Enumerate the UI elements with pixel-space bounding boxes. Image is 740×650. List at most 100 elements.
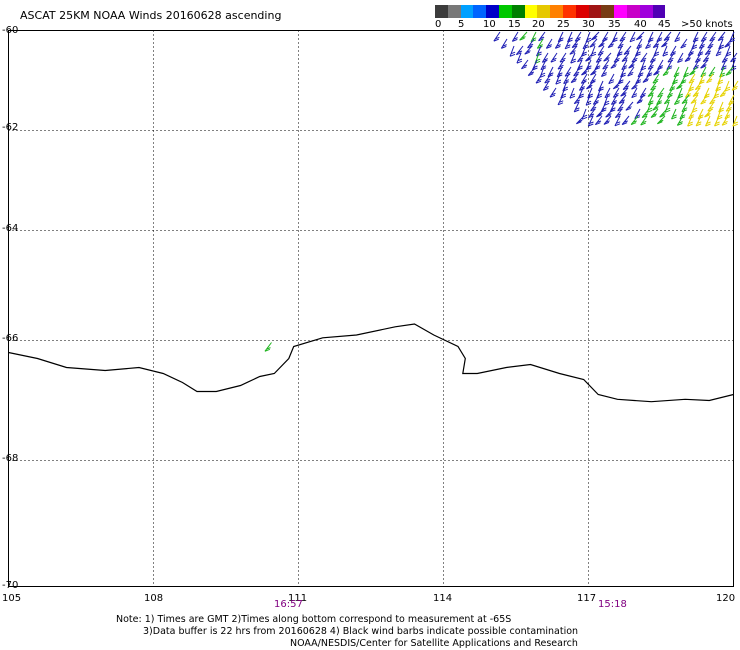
wind-barb	[618, 94, 627, 104]
wind-barb	[603, 115, 612, 125]
colorbar-label: 40	[634, 19, 647, 30]
x-tick-label: 111	[288, 593, 308, 604]
colorbar-swatch	[524, 5, 538, 18]
wind-barb	[597, 45, 605, 56]
colorbar-swatch	[447, 5, 461, 18]
wind-barb	[524, 45, 533, 55]
wind-barb	[676, 80, 685, 90]
wind-barb	[656, 115, 666, 125]
wind-barb	[645, 38, 652, 49]
wind-barb	[652, 38, 661, 49]
wind-barb	[732, 115, 738, 127]
colorbar-swatch	[460, 5, 474, 18]
wind-barb	[493, 31, 501, 42]
wind-barb	[598, 38, 607, 48]
plot-frame	[8, 30, 734, 587]
wind-barb	[500, 38, 508, 49]
wind-barb	[555, 73, 562, 85]
wind-barb	[690, 94, 699, 104]
wind-barb	[605, 108, 614, 118]
wind-barb	[662, 45, 668, 57]
x-tick-label: 117	[577, 593, 597, 604]
colorbar-swatch	[614, 5, 627, 18]
colorbar-label: 5	[458, 19, 465, 30]
wind-barb	[676, 115, 684, 126]
wind-barb	[694, 80, 703, 91]
wind-barb	[570, 52, 576, 64]
wind-barb	[554, 38, 562, 49]
note-line: Note: 1) Times are GMT 2)Times along bot…	[116, 614, 512, 625]
wind-barb	[630, 115, 639, 126]
wind-barb	[642, 73, 651, 83]
wind-barb	[542, 80, 550, 91]
wind-barb	[700, 94, 708, 105]
wind-barbs	[264, 31, 739, 352]
colorbar-swatch	[639, 5, 653, 18]
y-tick-label: -64	[2, 223, 19, 234]
wind-barb	[557, 94, 564, 106]
wind-barb	[521, 59, 529, 70]
wind-barb	[627, 66, 635, 77]
wind-barb	[549, 87, 557, 98]
wind-barb	[569, 87, 576, 99]
wind-barb	[661, 38, 670, 48]
colorbar-swatch	[652, 5, 666, 18]
wind-barb	[650, 108, 659, 118]
wind-barb	[725, 66, 734, 76]
y-tick-label: -60	[2, 25, 19, 36]
wind-barb	[709, 31, 717, 42]
wind-barb	[589, 38, 598, 48]
wind-barb	[585, 52, 594, 62]
wind-barb	[590, 66, 599, 76]
wind-barb	[623, 45, 632, 55]
wind-barb	[573, 66, 581, 77]
wind-barb	[536, 45, 542, 57]
grid-lines	[8, 30, 734, 587]
colorbar-swatch	[486, 5, 499, 18]
wind-barb	[596, 108, 605, 118]
wind-barb	[610, 59, 619, 69]
time-label: 15:18	[598, 599, 627, 610]
wind-barb	[640, 115, 648, 126]
colorbar-label: 20	[532, 19, 545, 30]
colorbar-swatch	[626, 5, 640, 18]
wind-barb	[622, 80, 631, 91]
wind-barb	[550, 52, 558, 63]
colorbar-swatch	[575, 5, 589, 18]
wind-barb	[516, 52, 523, 64]
wind-barb	[614, 115, 621, 127]
wind-barb	[602, 59, 610, 70]
wind-speed-colorbar	[435, 5, 666, 18]
wind-barb	[628, 59, 637, 69]
wind-barb	[731, 80, 739, 91]
wind-barb	[663, 31, 672, 41]
wind-barb	[709, 94, 717, 105]
colorbar-swatch	[550, 5, 563, 18]
wind-barb	[671, 108, 677, 120]
wind-barb	[621, 52, 630, 62]
wind-barb	[724, 38, 733, 48]
wind-barb	[647, 59, 655, 70]
wind-barb	[657, 87, 665, 98]
wind-barb	[674, 31, 681, 43]
wind-barb	[681, 94, 690, 104]
y-tick-label: -70	[2, 580, 19, 591]
wind-barb	[647, 31, 654, 43]
colorbar-swatch	[498, 5, 512, 18]
wind-barb	[700, 59, 709, 69]
wind-barb	[587, 115, 594, 127]
wind-barb	[607, 38, 616, 49]
wind-barb	[509, 45, 516, 57]
wind-barb	[653, 66, 662, 76]
colorbar-swatch	[537, 5, 551, 18]
wind-barb	[705, 115, 711, 127]
wind-barb	[635, 31, 645, 41]
wind-barb	[640, 52, 648, 63]
colorbar-label: 25	[557, 19, 570, 30]
wind-barb	[531, 59, 538, 71]
wind-barb	[695, 115, 702, 127]
wind-barb	[717, 31, 726, 42]
wind-barb	[557, 31, 564, 43]
wind-barb	[515, 45, 524, 56]
y-tick-label: -62	[2, 122, 19, 133]
